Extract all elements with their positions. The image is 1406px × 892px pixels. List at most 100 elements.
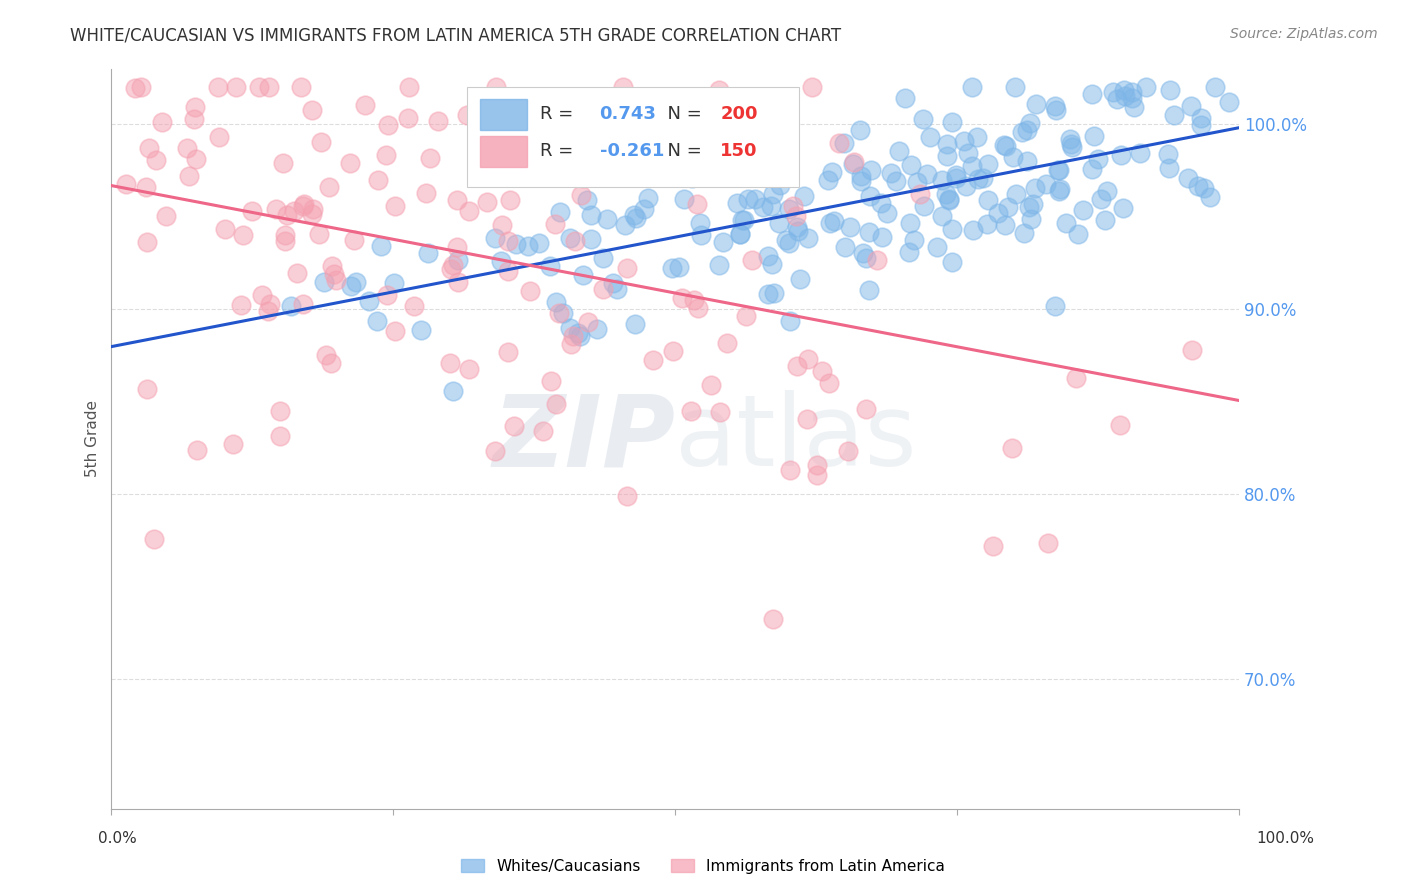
Point [1094, 213, 1116, 227]
Point [903, 233, 925, 247]
Point [740, 149, 762, 163]
Point [572, 171, 595, 186]
Point [1012, 226, 1035, 240]
Point [384, 324, 406, 338]
Point [818, 376, 841, 391]
Point [458, 204, 481, 219]
Point [1081, 87, 1104, 101]
Point [1135, 80, 1157, 95]
Point [505, 237, 527, 252]
Point [662, 344, 685, 359]
Point [651, 132, 673, 146]
Point [411, 322, 433, 336]
Point [301, 206, 323, 220]
Point [796, 231, 818, 245]
Point [725, 196, 748, 211]
Text: -0.261: -0.261 [599, 142, 664, 160]
Point [817, 173, 839, 187]
Point [155, 209, 177, 223]
Point [129, 80, 152, 95]
Point [737, 166, 759, 180]
Point [1038, 535, 1060, 549]
Point [612, 80, 634, 95]
Point [439, 356, 461, 370]
Point [756, 287, 779, 301]
Point [1043, 299, 1066, 313]
Point [529, 235, 551, 250]
Text: 150: 150 [720, 142, 758, 160]
Point [1060, 140, 1083, 154]
Point [987, 206, 1010, 220]
Point [1204, 80, 1226, 95]
Point [519, 285, 541, 299]
Point [972, 171, 994, 186]
Point [1005, 187, 1028, 202]
Point [801, 80, 824, 95]
Point [811, 364, 834, 378]
Point [441, 384, 464, 398]
Point [915, 167, 938, 181]
Point [1112, 83, 1135, 97]
Point [953, 134, 976, 148]
Point [176, 141, 198, 155]
Point [786, 220, 808, 235]
Point [689, 216, 711, 230]
Point [292, 199, 315, 213]
Point [344, 275, 367, 289]
Point [569, 187, 592, 202]
Point [995, 138, 1018, 153]
Point [186, 152, 208, 166]
Point [834, 240, 856, 254]
Text: N =: N = [657, 104, 707, 123]
Point [567, 326, 589, 341]
Text: ZIP: ZIP [492, 391, 675, 487]
Point [419, 152, 441, 166]
Point [183, 112, 205, 126]
Point [1105, 92, 1128, 106]
Point [375, 288, 398, 302]
Point [375, 147, 398, 161]
Point [832, 136, 855, 151]
Point [637, 191, 659, 205]
Text: 200: 200 [720, 104, 758, 123]
Point [997, 200, 1019, 214]
Point [1059, 131, 1081, 145]
Point [446, 239, 468, 253]
Text: 0.743: 0.743 [599, 104, 657, 123]
Point [945, 171, 967, 186]
Point [1024, 180, 1046, 194]
Point [638, 155, 661, 169]
Point [318, 180, 340, 194]
Point [796, 351, 818, 366]
Point [793, 188, 815, 202]
Point [633, 202, 655, 216]
Point [1049, 182, 1071, 196]
Point [382, 276, 405, 290]
Point [839, 220, 862, 235]
Point [626, 153, 648, 167]
Point [759, 199, 782, 213]
Point [1121, 85, 1143, 99]
Point [910, 187, 932, 202]
Point [274, 228, 297, 243]
Point [1122, 100, 1144, 114]
Point [546, 397, 568, 411]
Point [247, 80, 270, 95]
Point [572, 268, 595, 282]
Point [136, 382, 159, 396]
Point [941, 221, 963, 235]
Point [741, 252, 763, 267]
Point [184, 100, 207, 114]
Point [1011, 125, 1033, 139]
Point [818, 216, 841, 230]
Point [370, 239, 392, 253]
Point [852, 246, 875, 260]
Point [763, 285, 786, 300]
Point [301, 202, 323, 216]
Point [796, 412, 818, 426]
Point [315, 348, 337, 362]
Point [728, 227, 751, 241]
Point [547, 306, 569, 320]
Point [957, 146, 980, 161]
Point [496, 264, 519, 278]
